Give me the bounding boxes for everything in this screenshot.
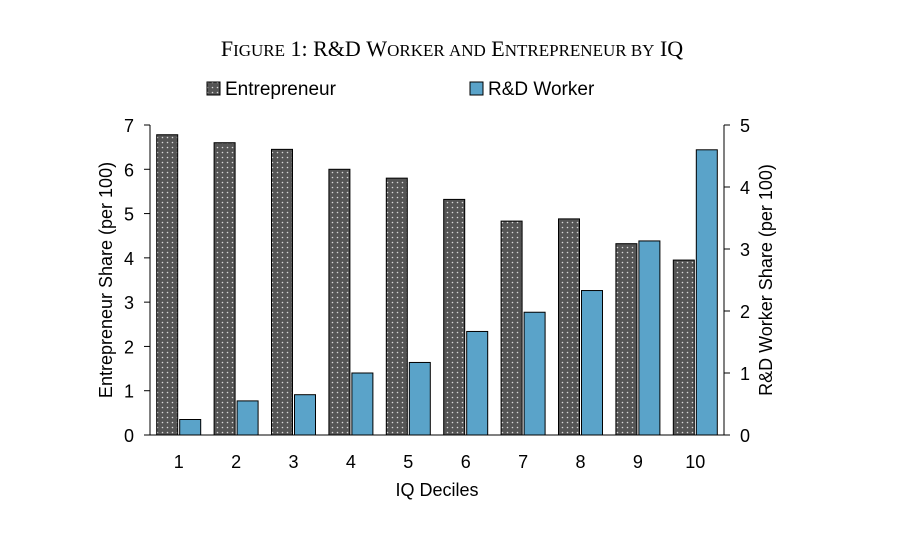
left-y-axis-label: Entrepreneur Share (per 100) <box>96 162 116 398</box>
x-axis-label: IQ Deciles <box>395 480 478 500</box>
left-tick-label: 4 <box>124 249 134 269</box>
bar-rd-worker-9 <box>638 240 661 436</box>
bar-rd-worker-10 <box>695 149 718 436</box>
left-tick-label: 2 <box>124 337 134 357</box>
left-tick-label: 1 <box>124 382 134 402</box>
bar-entrepreneur-1 <box>156 134 179 436</box>
right-y-axis-label: R&D Worker Share (per 100) <box>756 164 776 396</box>
bar-rd-worker-6 <box>466 330 489 436</box>
legend-label-entrepreneur: Entrepreneur <box>225 79 337 100</box>
legend: Entrepreneur R&D Worker <box>206 79 595 100</box>
left-axis-ticks: 0 1 2 3 4 5 6 7 <box>124 116 150 446</box>
left-tick-label: 6 <box>124 160 134 180</box>
bar-entrepreneur-6 <box>443 198 466 436</box>
x-tick-label: 2 <box>231 452 241 472</box>
bar-entrepreneur-2 <box>213 142 236 436</box>
x-axis-ticks: 1 2 3 4 5 6 7 8 9 10 <box>174 452 706 472</box>
bar-rd-worker-7 <box>523 311 546 436</box>
bar-rd-worker-1 <box>179 419 202 436</box>
bar-rd-worker-5 <box>408 361 431 436</box>
x-tick-label: 3 <box>288 452 298 472</box>
left-tick-label: 5 <box>124 205 134 225</box>
x-tick-label: 5 <box>403 452 413 472</box>
bar-entrepreneur-10 <box>672 259 695 436</box>
bar-entrepreneur-7 <box>500 220 523 436</box>
right-tick-label: 1 <box>740 364 750 384</box>
x-tick-label: 1 <box>174 452 184 472</box>
bar-entrepreneur-8 <box>558 218 580 436</box>
x-tick-label: 8 <box>575 452 585 472</box>
left-tick-label: 3 <box>124 293 134 313</box>
bar-entrepreneur-9 <box>615 243 638 436</box>
right-tick-label: 5 <box>740 116 750 136</box>
x-tick-label: 9 <box>633 452 643 472</box>
x-tick-label: 6 <box>461 452 471 472</box>
bar-rd-worker-2 <box>236 400 259 436</box>
right-tick-label: 4 <box>740 178 750 198</box>
x-tick-label: 10 <box>685 452 705 472</box>
left-tick-label: 7 <box>124 116 134 136</box>
legend-swatch-entrepreneur <box>206 81 221 96</box>
bar-rd-worker-4 <box>351 372 374 436</box>
bar-entrepreneur-3 <box>271 148 293 436</box>
bar-rd-worker-8 <box>581 290 603 436</box>
chart-title: FIGURE 1: R&D WORKER AND ENTREPRENEUR BY… <box>221 36 683 61</box>
x-tick-label: 4 <box>346 452 356 472</box>
legend-swatch-rd-worker <box>469 81 484 96</box>
right-axis-ticks: 0 1 2 3 4 5 <box>724 116 750 446</box>
bar-rd-worker-3 <box>294 394 316 436</box>
right-tick-label: 3 <box>740 240 750 260</box>
right-tick-label: 2 <box>740 302 750 322</box>
legend-label-rd-worker: R&D Worker <box>488 79 595 100</box>
bars <box>156 134 718 436</box>
x-tick-label: 7 <box>518 452 528 472</box>
bar-entrepreneur-5 <box>385 177 408 436</box>
right-tick-label: 0 <box>740 426 750 446</box>
left-tick-label: 0 <box>124 426 134 446</box>
bar-entrepreneur-4 <box>328 168 351 436</box>
